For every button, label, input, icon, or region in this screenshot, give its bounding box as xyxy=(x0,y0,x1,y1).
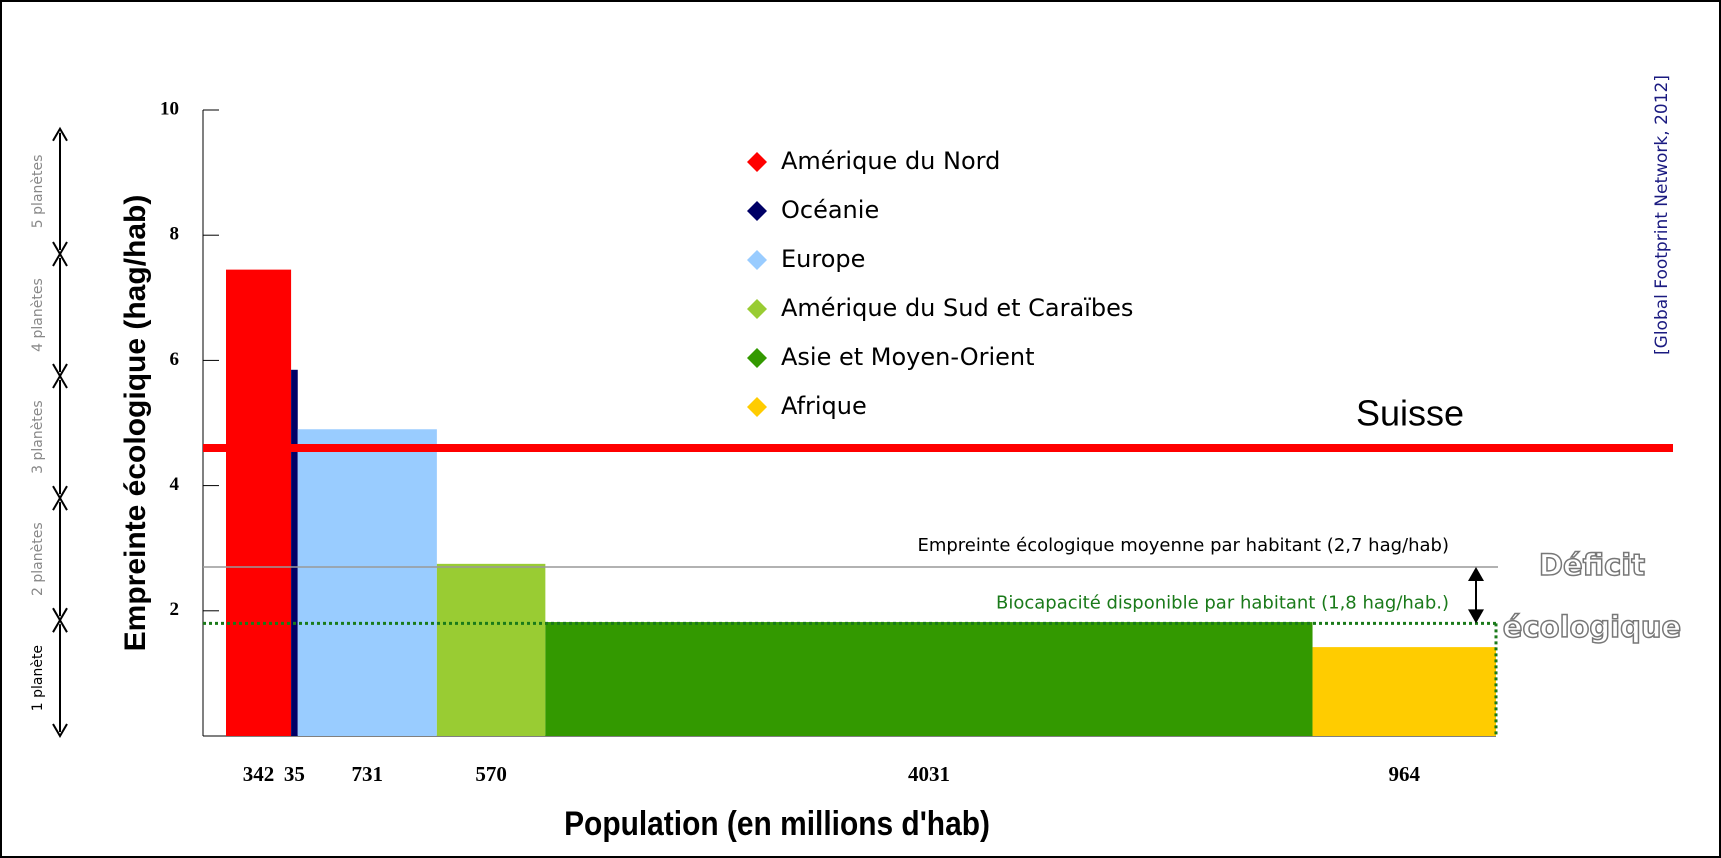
y-axis-label: Empreinte écologique (hag/hab) xyxy=(119,195,152,652)
planet-label: 5 planètes xyxy=(30,155,46,229)
bar xyxy=(297,429,437,736)
planet-label: 4 planètes xyxy=(30,278,46,352)
arrow-head xyxy=(1468,609,1484,624)
deficit-label: Déficit xyxy=(1539,548,1645,582)
x-tick-label: 4031 xyxy=(908,762,950,786)
source: [Global Footprint Network, 2012] xyxy=(1652,75,1672,355)
legend-label: Amérique du Nord xyxy=(781,147,1000,175)
arrow-head xyxy=(1468,566,1484,581)
legend-label: Océanie xyxy=(781,196,879,224)
y-tick-label: 6 xyxy=(170,349,180,370)
planet-label: 3 planètes xyxy=(30,400,46,474)
legend-marker xyxy=(747,348,767,368)
reference-label: Empreinte écologique moyenne par habitan… xyxy=(917,535,1449,556)
x-tick-label: 570 xyxy=(475,762,507,786)
y-tick-label: 8 xyxy=(170,224,180,245)
legend-label: Amérique du Sud et Caraïbes xyxy=(781,294,1133,322)
arrow-head xyxy=(52,363,68,379)
x-tick-label: 964 xyxy=(1389,762,1421,786)
arrow-head xyxy=(52,126,68,142)
planet-label: 1 planète xyxy=(30,645,46,711)
deficit-label: écologique xyxy=(1503,610,1681,644)
planet-label: 2 planètes xyxy=(30,522,46,596)
bar xyxy=(226,269,292,736)
legend-marker xyxy=(747,250,767,270)
x-tick-label: 342 xyxy=(243,762,275,786)
legend-marker xyxy=(747,152,767,172)
arrow-head xyxy=(52,241,68,256)
y-tick-label: 4 xyxy=(170,474,180,495)
y-tick-label: 2 xyxy=(170,599,180,620)
arrow-head xyxy=(52,607,68,623)
reference-label: Suisse xyxy=(1356,393,1464,434)
reference-label: Biocapacité disponible par habitant (1,8… xyxy=(996,592,1449,613)
legend-marker xyxy=(747,397,767,417)
bar xyxy=(1312,647,1496,736)
arrow-head xyxy=(52,723,68,738)
bar xyxy=(291,369,298,736)
x-tick-label: 35 xyxy=(284,762,305,786)
x-axis-label: Population (en millions d'hab) xyxy=(564,804,990,842)
arrow-head xyxy=(52,485,68,501)
bar xyxy=(545,622,1313,736)
bar xyxy=(436,563,546,736)
legend-marker xyxy=(747,299,767,319)
legend-marker xyxy=(747,201,767,221)
legend-label: Afrique xyxy=(781,392,867,420)
y-tick-label: 10 xyxy=(160,98,179,119)
legend-label: Europe xyxy=(781,245,865,273)
legend-label: Asie et Moyen-Orient xyxy=(781,343,1035,371)
x-tick-label: 731 xyxy=(352,762,384,786)
